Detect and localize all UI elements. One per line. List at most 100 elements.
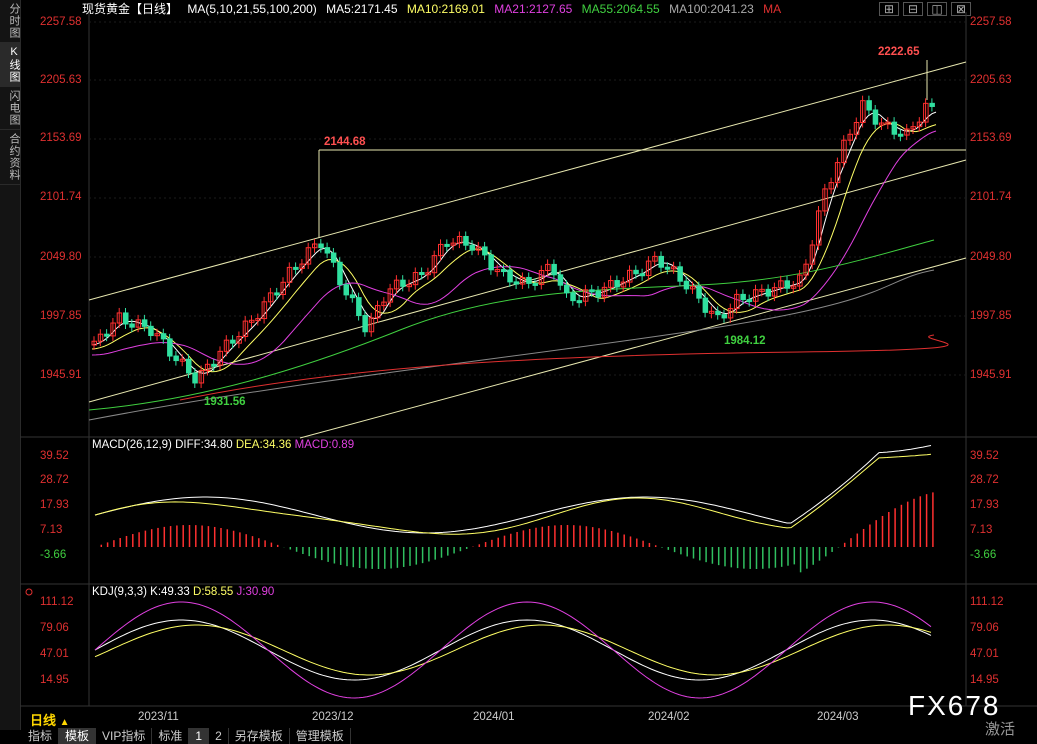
candle-body bbox=[419, 272, 425, 276]
candle-body bbox=[683, 280, 690, 290]
annotation-dec-high: 2144.68 bbox=[324, 136, 366, 148]
price-label-left-4: 2101.74 bbox=[40, 191, 82, 203]
ma55-line bbox=[88, 239, 935, 411]
candle-body bbox=[186, 358, 192, 374]
candlesticks bbox=[91, 95, 935, 388]
candle-body bbox=[708, 310, 715, 314]
candle-body bbox=[293, 266, 299, 270]
candle-body bbox=[677, 266, 683, 282]
period-selector[interactable]: 日线 ▲ bbox=[30, 710, 70, 729]
candle-body bbox=[179, 358, 186, 362]
price-label-left-6: 1997.85 bbox=[40, 310, 82, 322]
tab-indicators[interactable]: 指标 bbox=[22, 728, 60, 744]
candle-body bbox=[551, 263, 557, 276]
trend-line bbox=[299, 257, 967, 439]
tab-vip-indicators[interactable]: VIP指标 bbox=[96, 728, 153, 744]
candle-body bbox=[765, 288, 772, 297]
candle-body bbox=[620, 281, 627, 288]
candle-body bbox=[312, 243, 318, 249]
kdj-k-line bbox=[94, 619, 932, 681]
macd-label[interactable]: MACD(26,12,9) bbox=[92, 439, 172, 451]
candle-body bbox=[771, 287, 778, 297]
kdj-d-line bbox=[94, 624, 932, 676]
candle-body bbox=[318, 243, 324, 249]
candle-body bbox=[671, 266, 677, 270]
price-label-right-3: 2153.69 bbox=[970, 132, 1012, 144]
side-tab-kline[interactable]: K线图 bbox=[0, 43, 20, 87]
candle-body bbox=[129, 323, 135, 328]
window-buttons: ⊞ ⊟ ◫ ⊠ bbox=[875, 2, 971, 16]
tab-manage-templates[interactable]: 管理模板 bbox=[290, 728, 351, 744]
tab-templates[interactable]: 模板 bbox=[59, 728, 97, 744]
candle-body bbox=[431, 255, 438, 274]
trend-line bbox=[88, 61, 967, 301]
close-icon[interactable]: ⊠ bbox=[951, 2, 971, 16]
side-tab-timeshare[interactable]: 分时图 bbox=[0, 0, 20, 43]
kdj-axis-right-3: 47.01 bbox=[970, 648, 999, 660]
candle-body bbox=[160, 333, 167, 340]
candle-body bbox=[438, 243, 444, 257]
candle-body bbox=[872, 109, 879, 125]
candle-body bbox=[463, 235, 469, 246]
candle-body bbox=[519, 276, 526, 285]
grid-icon[interactable]: ⊞ bbox=[879, 2, 899, 16]
ma55-value: MA55:2064.55 bbox=[581, 2, 660, 16]
date-label-mar: 2024/03 bbox=[817, 711, 859, 723]
kdj-settings-icon[interactable] bbox=[25, 588, 33, 596]
candle-body bbox=[255, 318, 261, 322]
candle-body bbox=[507, 269, 513, 283]
price-label-left-5: 2049.80 bbox=[40, 251, 82, 263]
candle-body bbox=[885, 121, 891, 125]
candle-body bbox=[727, 308, 734, 319]
kdj-axis-right-1: 111.12 bbox=[970, 596, 1004, 608]
ma21-line bbox=[91, 130, 937, 365]
candle-body bbox=[501, 269, 507, 273]
candle-body bbox=[475, 246, 482, 251]
candle-body bbox=[104, 333, 110, 337]
ma10-line bbox=[91, 122, 937, 373]
candle-body bbox=[734, 293, 740, 310]
date-label-feb: 2024/02 bbox=[648, 711, 690, 723]
kdj-header: KDJ(9,3,3) K:49.33 D:58.55 J:30.90 bbox=[92, 586, 274, 598]
period-dropdown-icon: ▲ bbox=[59, 717, 70, 728]
candle-body bbox=[412, 272, 419, 286]
price-label-right-5: 2049.80 bbox=[970, 251, 1012, 263]
candle-body bbox=[929, 102, 935, 107]
candle-body bbox=[853, 122, 860, 135]
macd-diff: DIFF:34.80 bbox=[175, 439, 233, 451]
candle-body bbox=[223, 339, 230, 352]
candle-body bbox=[614, 280, 620, 288]
price-label-left-7: 1945.91 bbox=[40, 369, 82, 381]
candle-body bbox=[645, 260, 652, 276]
layout-icon[interactable]: ◫ bbox=[927, 2, 947, 16]
candle-body bbox=[482, 246, 488, 256]
candle-body bbox=[330, 252, 337, 263]
candle-body bbox=[198, 369, 205, 384]
chart-header: 现货黄金【日线】 MA(5,10,21,55,100,200) MA5:2171… bbox=[82, 0, 787, 18]
kdj-label[interactable]: KDJ(9,3,3) bbox=[92, 586, 147, 598]
trend-lines bbox=[88, 60, 967, 439]
date-label-dec: 2023/12 bbox=[312, 711, 354, 723]
macd-indicator bbox=[94, 445, 934, 573]
date-label-nov: 2023/11 bbox=[138, 711, 179, 723]
kdj-j-line bbox=[94, 601, 932, 699]
side-tab-contract[interactable]: 合约资料 bbox=[0, 130, 20, 185]
tab-page-2[interactable]: 2 bbox=[209, 728, 229, 744]
side-tab-flash[interactable]: 闪电图 bbox=[0, 87, 20, 130]
candle-body bbox=[456, 235, 463, 244]
price-label-left-2: 2205.63 bbox=[40, 74, 82, 86]
tab-save-template[interactable]: 另存模板 bbox=[229, 728, 290, 744]
price-label-right-1: 2257.58 bbox=[970, 16, 1012, 28]
price-grid bbox=[89, 21, 966, 376]
ma-settings-label[interactable]: MA(5,10,21,55,100,200) bbox=[187, 2, 317, 16]
tab-page-1[interactable]: 1 bbox=[189, 728, 210, 744]
candle-body bbox=[828, 182, 835, 190]
ma5-value: MA5:2171.45 bbox=[326, 2, 398, 16]
tab-standard[interactable]: 标准 bbox=[152, 728, 190, 744]
candle-body bbox=[116, 312, 123, 324]
macd-dea-line bbox=[94, 453, 932, 535]
minimize-icon[interactable]: ⊟ bbox=[903, 2, 923, 16]
candle-body bbox=[715, 310, 721, 316]
candle-body bbox=[267, 292, 274, 303]
